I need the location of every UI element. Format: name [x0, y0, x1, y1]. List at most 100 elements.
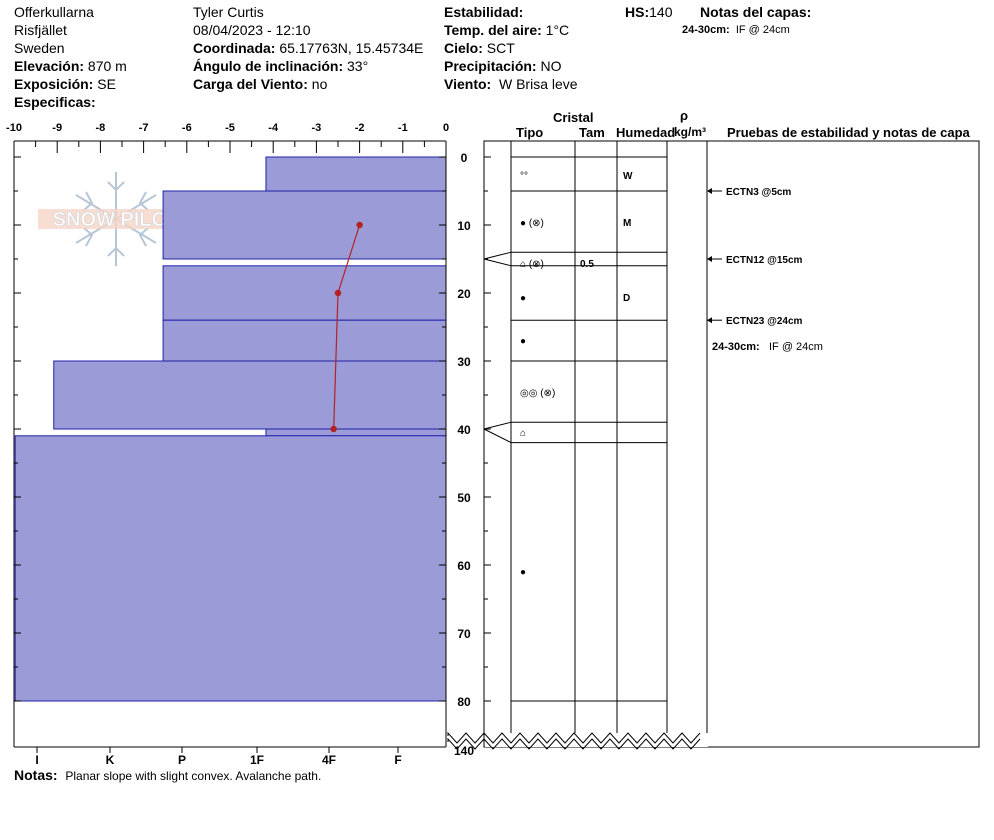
depth-label-140: 140: [454, 744, 474, 758]
temp-tick-label-4: -6: [182, 122, 192, 134]
hardness-bars: [14, 156, 447, 702]
crystal-symbol-3: ●: [520, 293, 526, 304]
crystal-symbol-7: ●: [520, 567, 526, 578]
logo-text: SNOW PILOT: [53, 209, 180, 231]
airtemp-row: Temp. del aire: 1°C: [444, 21, 569, 39]
slope-row: Ángulo de inclinación: 33°: [193, 57, 368, 75]
sky-value: SCT: [486, 40, 515, 56]
break-zigzag-bottom: [447, 737, 701, 750]
temp-tick-label-7: -3: [312, 122, 322, 134]
notes-text: Planar slope with slight convex. Avalanc…: [65, 769, 322, 783]
stability-test-2: ECTN23 @24cm: [726, 316, 803, 327]
snowpilot-logo: SNOW PILOT: [38, 172, 194, 266]
crystal-symbol-0: °°: [520, 171, 528, 182]
airtemp-value: 1°C: [545, 22, 570, 38]
header-type: Tipo: [516, 125, 544, 140]
wind-label: Viento:: [444, 76, 492, 92]
moisture-3: D: [623, 293, 630, 304]
coord-label: Coordinada:: [193, 40, 276, 56]
header-moisture: Humedad: [616, 125, 676, 140]
coordinate-row: Coordinada: 65.17763N, 15.45734E: [193, 39, 423, 57]
header-rho: ρ: [680, 108, 689, 123]
precip-label: Precipitación:: [444, 58, 537, 74]
layer-notes-depth: 24-30cm:: [682, 24, 730, 36]
temp-tick-label-9: -1: [398, 122, 408, 134]
header-tests: Pruebas de estabilidad y notas de capa: [727, 125, 970, 140]
temperature-profile: [330, 221, 363, 433]
depth-label-30: 30: [457, 355, 471, 369]
depth-label-0: 0: [461, 151, 468, 165]
area-name: Risfjället: [14, 22, 67, 38]
moisture-0: W: [623, 171, 633, 182]
depth-label-60: 60: [457, 559, 471, 573]
hardness-bar-2: [162, 265, 447, 321]
aspect-value: SE: [97, 76, 116, 92]
slope-value: 33°: [347, 58, 369, 74]
hs-value: 140: [649, 4, 673, 20]
depth-label-80: 80: [457, 695, 471, 709]
layer-note-text: IF @ 24cm: [769, 341, 823, 353]
left-axes: -10 -9 -8 -7 -6 -5 -4 -3 -2 -1 0I K P 1F 4F F0102030405…: [6, 122, 491, 767]
country-name: Sweden: [14, 40, 65, 56]
location-name: Offerkullarna: [14, 4, 94, 20]
hardness-label-4: 4F: [322, 753, 336, 767]
elevation-value: 870 m: [87, 58, 127, 74]
specifics-row: Especificas:: [14, 93, 96, 111]
temp-tick-label-1: -9: [52, 122, 62, 134]
crystal-symbol-1: ● (⊗): [520, 218, 544, 229]
layer-table: °° W ● (⊗) M ⌂ (⊗) 0.5 ● D ● ◎◎ (⊗) ⌂ ● ECTN3 @5cm EC…: [447, 140, 980, 750]
depth-label-10: 10: [457, 219, 471, 233]
hardness-label-3: 1F: [250, 753, 264, 767]
header-crystal: Cristal: [553, 110, 594, 125]
depth-label-70: 70: [457, 627, 471, 641]
temp-point-2: [330, 425, 337, 433]
temp-tick-label-5: -5: [225, 122, 235, 134]
specifics-label: Especificas:: [14, 94, 96, 110]
wind-row: Viento: W Brisa leve: [444, 75, 578, 93]
aspect-label: Exposición:: [14, 76, 94, 92]
hardness-bar-4: [53, 360, 447, 430]
crystal-symbol-2: ⌂ (⊗): [520, 259, 544, 270]
sky-row: Cielo: SCT: [444, 39, 515, 57]
test-arrowhead-1: [707, 256, 712, 262]
temp-point-0: [356, 221, 363, 229]
header-size: Tam: [579, 125, 605, 140]
aspect-row: Exposición: SE: [14, 75, 116, 93]
layer-notes-label: Notas del capas:: [700, 4, 812, 20]
windload-label: Carga del Viento:: [193, 76, 308, 92]
windload-row: Carga del Viento: no: [193, 75, 327, 93]
hardness-label-5: F: [394, 753, 401, 767]
depth-label-20: 20: [457, 287, 471, 301]
hs-label: HS:: [625, 4, 650, 20]
header-density-unit: kg/m³: [674, 125, 707, 139]
layer-notes-header-entry: 24-30cm: IF @ 24cm: [682, 24, 790, 36]
temp-tick-label-0: -10: [6, 122, 22, 134]
crystal-symbol-6: ⌂: [520, 428, 526, 439]
hardness-bar-6: [14, 435, 447, 702]
observation-datetime: 08/04/2023 - 12:10: [193, 22, 311, 38]
footer-notes: Notas: Planar slope with slight convex. …: [14, 766, 321, 785]
layer-notes-text: IF @ 24cm: [735, 24, 790, 36]
table-frame: [483, 140, 980, 748]
hs-row: HS:140: [625, 3, 672, 21]
precip-row: Precipitación: NO: [444, 57, 561, 75]
break-zigzag-top: [447, 731, 701, 744]
stability-test-0: ECTN3 @5cm: [726, 187, 791, 198]
temp-tick-label-6: -4: [268, 122, 279, 134]
stability-test-1: ECTN12 @15cm: [726, 255, 803, 266]
stability-label: Estabilidad:: [444, 4, 524, 20]
crystal-symbol-5: ◎◎ (⊗): [520, 388, 555, 399]
hardness-label-0: I: [35, 753, 38, 767]
temp-tick-label-2: -8: [96, 122, 106, 134]
moisture-1: M: [623, 218, 631, 229]
elevation-label: Elevación:: [14, 58, 85, 74]
hardness-bar-0: [265, 156, 447, 192]
test-arrowhead-2: [707, 317, 712, 324]
grain-size-2: 0.5: [580, 259, 594, 270]
temp-point-1: [334, 289, 342, 297]
depth-label-50: 50: [457, 491, 471, 505]
temp-tick-label-10: 0: [443, 122, 449, 134]
hardness-bar-5: [265, 428, 447, 437]
sky-label: Cielo:: [444, 40, 483, 56]
